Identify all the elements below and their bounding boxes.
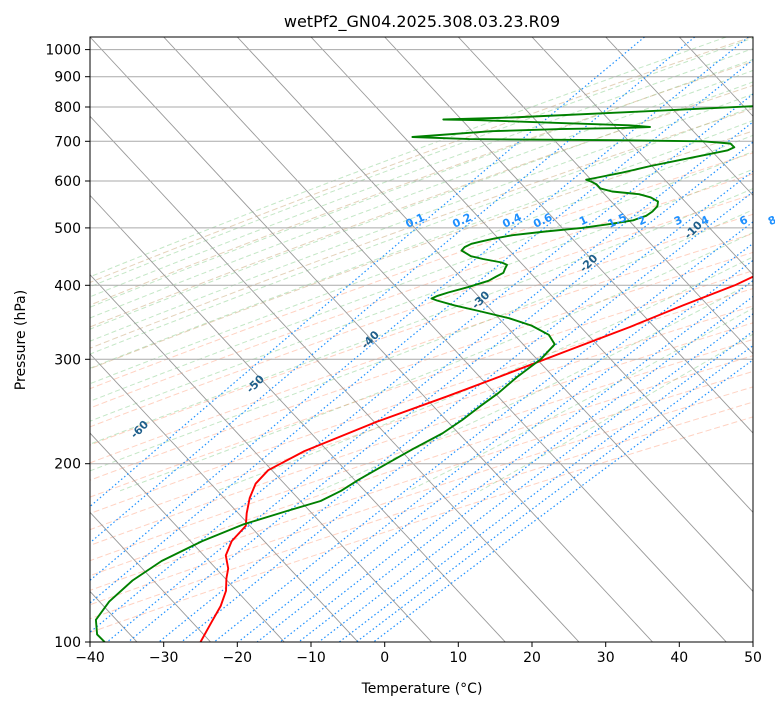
isotherms	[90, 37, 753, 642]
mixing-ratio-line	[318, 313, 753, 642]
moist-adiabat	[90, 37, 753, 288]
x-tick-label: −40	[75, 650, 105, 666]
y-axis-label: Pressure (hPa)	[13, 290, 29, 390]
y-tick-label: 600	[54, 174, 81, 190]
x-tick-label: 0	[380, 650, 389, 666]
isotherm-line	[236, 37, 753, 593]
sounding-profiles	[94, 105, 753, 642]
dry-adiabat	[90, 152, 753, 390]
moist-adiabat	[90, 168, 753, 422]
moist-adiabat	[90, 69, 753, 319]
plot-frame	[89, 36, 754, 643]
moist-adiabat	[90, 106, 753, 355]
isotherm-line	[90, 37, 653, 642]
y-tick-label: 1000	[45, 43, 81, 59]
isotherm-line	[90, 353, 359, 642]
isotherm-line	[605, 37, 753, 197]
mixing-ratio-label: 8	[766, 213, 775, 228]
mixing-ratio-line	[106, 121, 753, 642]
moist-adiabat	[90, 37, 727, 278]
moist-adiabat	[408, 307, 753, 492]
mixing-ratio-line	[90, 59, 753, 604]
moist-adiabat	[90, 150, 753, 402]
dry-adiabats	[90, 37, 753, 634]
x-tick-label: 20	[523, 650, 541, 666]
dry-adiabat	[90, 386, 753, 606]
isotherm-line	[90, 194, 506, 642]
isotherm-line	[384, 37, 753, 434]
isotherm-line	[90, 115, 580, 642]
dry-adiabat	[90, 416, 753, 634]
isotherm-line	[457, 37, 753, 355]
isotherm-line	[531, 37, 753, 276]
mixing-ratio-line	[338, 330, 753, 642]
moist-adiabat	[216, 256, 753, 492]
chart-title: wetPf2_GN04.2025.308.03.23.R09	[284, 12, 560, 32]
x-axis-label: Temperature (°C)	[361, 681, 483, 697]
isotherm-line	[90, 432, 285, 642]
mixing-ratio-line	[127, 141, 753, 642]
mixing-ratio-line	[158, 170, 753, 642]
moist-adiabat	[90, 81, 753, 330]
moist-adiabat	[90, 93, 753, 342]
dry-adiabat	[90, 305, 753, 531]
y-axis-ticks: 100 200 300 400 500 600 700 800 900 1000	[45, 43, 90, 651]
dry-adiabat	[90, 173, 753, 409]
dry-adiabat	[90, 84, 753, 328]
x-tick-label: −20	[223, 650, 253, 666]
y-tick-label: 400	[54, 278, 81, 294]
x-tick-label: 30	[597, 650, 615, 666]
dry-adiabat	[90, 60, 753, 306]
moist-adiabat	[90, 58, 753, 308]
y-tick-label: 900	[54, 70, 81, 86]
x-tick-label: 10	[449, 650, 467, 666]
y-tick-label: 100	[54, 635, 81, 651]
dewpoint-line	[94, 105, 753, 642]
mixing-ratio-line	[237, 242, 753, 642]
moist-adiabat	[479, 333, 753, 492]
x-axis-ticks: −40 −30 −20 −10 0 10 20 30 40 50	[75, 642, 762, 666]
x-tick-label: −10	[296, 650, 326, 666]
y-tick-label: 800	[54, 100, 81, 116]
x-tick-label: 40	[670, 650, 688, 666]
y-tick-label: 200	[54, 457, 81, 473]
temperature-line	[199, 275, 753, 642]
dry-adiabat	[90, 108, 753, 349]
mixing-ratio-line	[90, 93, 753, 634]
dry-adiabat	[90, 233, 753, 464]
moist-adiabat	[90, 48, 753, 298]
isotherm-line	[90, 273, 432, 642]
moist-adiabat	[90, 134, 753, 385]
dry-adiabat	[90, 355, 753, 577]
dry-adiabat	[90, 251, 753, 481]
dry-adiabat	[90, 322, 753, 546]
y-tick-label: 500	[54, 221, 81, 237]
mixing-ratio-lines	[90, 37, 753, 642]
dry-adiabat	[90, 338, 753, 562]
y-tick-label: 300	[54, 352, 81, 368]
isotherm-line	[90, 511, 211, 642]
y-tick-label: 700	[54, 134, 81, 150]
mixing-ratio-line	[213, 221, 753, 642]
isotherm-line	[163, 37, 727, 642]
isotherm-line	[310, 37, 753, 513]
x-tick-label: −30	[149, 650, 179, 666]
x-tick-label: 50	[744, 650, 762, 666]
mixing-ratio-line	[90, 37, 696, 544]
